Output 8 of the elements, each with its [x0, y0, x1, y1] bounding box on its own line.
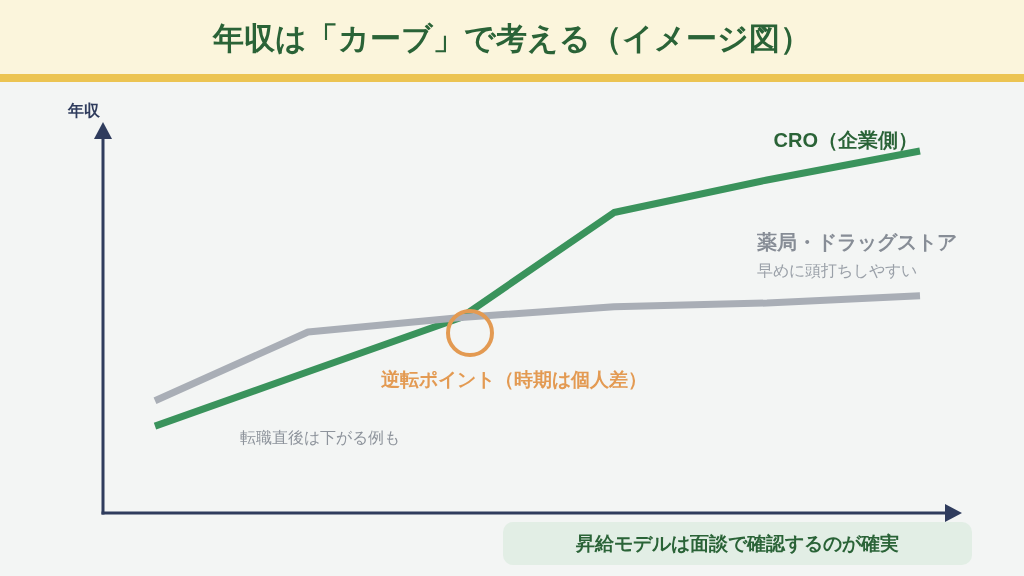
note-box: 昇給モデルは面談で確認するのが確実: [503, 522, 972, 565]
annotation: 逆転ポイント（時期は個人差）: [381, 369, 647, 390]
y-axis-title: 年収: [68, 102, 100, 119]
title: 年収は「カーブ」で考える（イメージ図）: [213, 21, 811, 56]
series-label: 薬局・ドラッグストア: [757, 230, 957, 253]
annotation: 早めに頭打ちしやすい: [757, 262, 917, 279]
series-label: CRO（企業側）: [773, 129, 918, 151]
annotation: 転職直後は下がる例も: [240, 429, 400, 446]
